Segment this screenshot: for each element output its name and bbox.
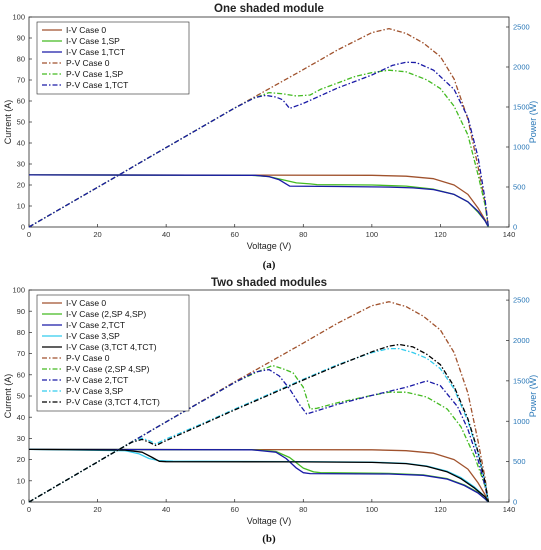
y-tick-label: 60 [17, 370, 25, 379]
legend-label: I-V Case 1,TCT [66, 47, 125, 57]
legend-label: I-V Case (2,SP 4,SP) [66, 309, 146, 319]
y-tick-label: 40 [17, 413, 25, 422]
series-line-i-v-case-0 [28, 448, 489, 503]
y2-tick-label: 500 [513, 183, 526, 192]
legend-label: P-V Case 3,SP [66, 386, 123, 396]
series-line-i-v-case-1-tct [28, 174, 489, 228]
legend-label: P-V Case 1,SP [66, 69, 123, 79]
y-tick-label: 80 [17, 55, 25, 64]
series-line-p-v-case-1-sp [28, 69, 490, 228]
y-tick-label: 10 [17, 202, 25, 211]
x-tick-label: 120 [434, 505, 447, 514]
y2-tick-label: 2500 [513, 23, 530, 32]
y-axis-label: Current (A) [3, 374, 13, 419]
y2-axis-label: Power (W) [528, 375, 538, 418]
y2-tick-label: 0 [513, 498, 517, 507]
y-tick-label: 70 [17, 76, 25, 85]
y2-tick-label: 0 [513, 223, 517, 232]
y2-tick-label: 1500 [513, 103, 530, 112]
y-tick-label: 0 [21, 498, 25, 507]
chart-title: One shaded module [214, 3, 324, 15]
series-line-p-v-case-0 [28, 301, 490, 503]
series-line-p-v-case-0 [28, 27, 490, 228]
legend-label: I-V Case 0 [66, 25, 106, 35]
y-tick-label: 30 [17, 434, 25, 443]
x-tick-label: 100 [366, 230, 379, 239]
y-tick-label: 70 [17, 349, 25, 358]
y-tick-label: 90 [17, 34, 25, 43]
legend: I-V Case 0I-V Case 1,SPI-V Case 1,TCTP-V… [36, 21, 190, 95]
series-line-p-v-case-3-tct-4-tct [28, 343, 490, 503]
legend-label: P-V Case 0 [66, 353, 110, 363]
y2-tick-label: 1000 [513, 417, 530, 426]
series-line-i-v-case-0 [28, 174, 489, 228]
y2-tick-label: 2000 [513, 336, 530, 345]
legend-label: I-V Case 1,SP [66, 36, 120, 46]
x-tick-label: 20 [93, 230, 101, 239]
x-tick-label: 0 [27, 230, 31, 239]
x-tick-label: 140 [503, 230, 516, 239]
subfigure-label: (a) [263, 259, 276, 271]
y-tick-label: 10 [17, 476, 25, 485]
x-tick-label: 40 [162, 505, 170, 514]
y-tick-label: 30 [17, 160, 25, 169]
legend-label: P-V Case 0 [66, 58, 110, 68]
x-tick-label: 40 [162, 230, 170, 239]
x-tick-label: 60 [231, 230, 239, 239]
legend-label: P-V Case (2,SP 4,SP) [66, 364, 150, 374]
y-tick-label: 20 [17, 181, 25, 190]
legend-label: I-V Case 0 [66, 298, 106, 308]
y-tick-label: 100 [12, 286, 25, 295]
series-line-p-v-case-2-tct [28, 368, 490, 503]
x-axis-label: Voltage (V) [247, 241, 292, 251]
y-tick-label: 20 [17, 455, 25, 464]
y2-tick-label: 1500 [513, 376, 530, 385]
legend-label: I-V Case 2,TCT [66, 320, 125, 330]
legend-label: I-V Case (3,TCT 4,TCT) [66, 342, 157, 352]
y-tick-label: 80 [17, 328, 25, 337]
y-tick-label: 40 [17, 139, 25, 148]
y-tick-label: 100 [12, 13, 25, 22]
legend-label: P-V Case 2,TCT [66, 375, 128, 385]
legend: I-V Case 0I-V Case (2,SP 4,SP)I-V Case 2… [36, 294, 190, 412]
y-axis-label: Current (A) [3, 100, 13, 145]
x-tick-label: 80 [299, 505, 307, 514]
y2-tick-label: 2500 [513, 296, 530, 305]
y2-tick-label: 1000 [513, 143, 530, 152]
series-line-i-v-case-2-tct [28, 448, 489, 503]
x-tick-label: 60 [231, 505, 239, 514]
x-axis-label: Voltage (V) [247, 516, 292, 526]
x-tick-label: 80 [299, 230, 307, 239]
series-line-p-v-case-1-tct [28, 61, 490, 228]
legend-box [36, 294, 190, 412]
y-tick-label: 50 [17, 392, 25, 401]
y2-axis-label: Power (W) [528, 101, 538, 144]
chart-title: Two shaded modules [211, 277, 327, 289]
legend-box [36, 21, 190, 95]
y2-tick-label: 500 [513, 457, 526, 466]
legend-label: P-V Case 1,TCT [66, 80, 128, 90]
y-tick-label: 90 [17, 307, 25, 316]
legend-label: I-V Case 3,SP [66, 331, 120, 341]
y-tick-label: 50 [17, 118, 25, 127]
y-tick-label: 60 [17, 97, 25, 106]
subfigure-label: (b) [262, 533, 276, 545]
x-tick-label: 140 [503, 505, 516, 514]
y-tick-label: 0 [21, 223, 25, 232]
series-line-p-v-case-3-sp [28, 347, 490, 503]
x-tick-label: 20 [93, 505, 101, 514]
x-tick-label: 100 [366, 505, 379, 514]
y2-tick-label: 2000 [513, 63, 530, 72]
x-tick-label: 0 [27, 505, 31, 514]
series-line-i-v-case-3-tct-4-tct [28, 448, 489, 503]
x-tick-label: 120 [434, 230, 447, 239]
legend-label: P-V Case (3,TCT 4,TCT) [66, 397, 160, 407]
